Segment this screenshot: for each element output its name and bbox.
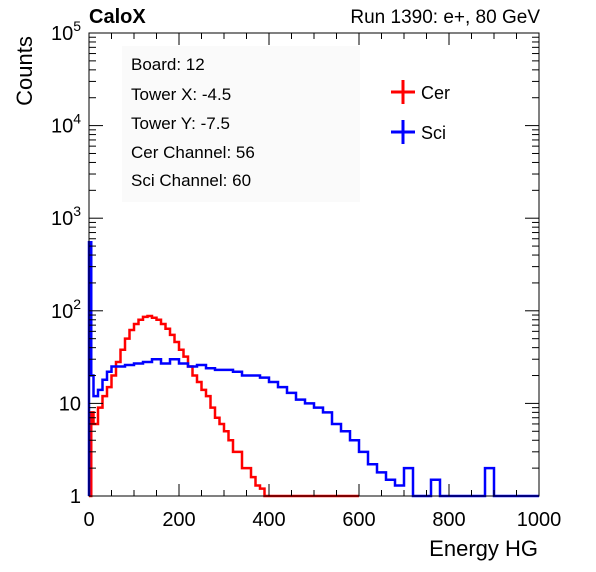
legend-label-cer: Cer [421,83,450,103]
x-tick-label: 600 [342,509,375,531]
legend-label-sci: Sci [421,123,446,143]
x-axis-label: Energy HG [429,536,538,561]
info-panel [122,46,360,202]
y-tick-label: 10 [59,393,81,415]
info-sci-channel: Sci Channel: 60 [131,171,252,190]
x-tick-label: 0 [83,509,94,531]
y-tick-label: 104 [51,111,81,138]
y-tick-label: 102 [51,296,81,323]
series-cer [89,314,359,498]
info-tower-x: Tower X: -4.5 [131,85,232,104]
x-tick-label: 800 [432,509,465,531]
x-tick-label: 1000 [517,509,562,531]
y-tick-label: 1 [70,486,81,508]
y-tick-label: 103 [51,203,81,230]
x-tick-label: 200 [162,509,195,531]
info-board: Board: 12 [131,55,205,74]
chart-title-left: CaloX [89,6,146,28]
y-axis-label: Counts [12,36,37,106]
x-tick-label: 400 [252,509,285,531]
info-cer-channel: Cer Channel: 56 [131,143,255,162]
info-tower-y: Tower Y: -7.5 [131,114,230,133]
chart-title-right: Run 1390: e+, 80 GeV [350,7,540,28]
series-sci [87,240,539,498]
y-tick-label: 105 [51,18,81,45]
